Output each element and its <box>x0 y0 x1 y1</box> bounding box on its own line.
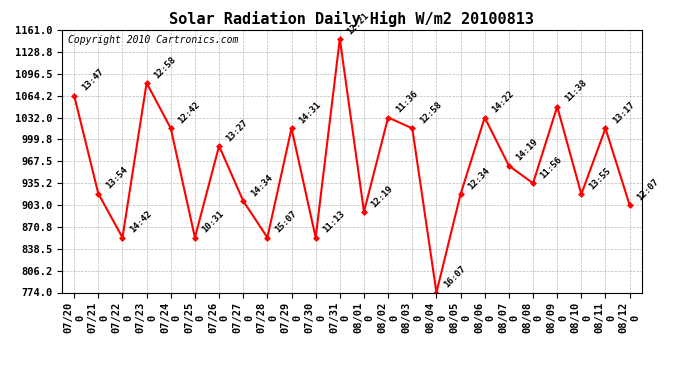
Title: Solar Radiation Daily High W/m2 20100813: Solar Radiation Daily High W/m2 20100813 <box>170 12 534 27</box>
Text: 11:36: 11:36 <box>394 89 419 115</box>
Text: 15:07: 15:07 <box>273 209 298 235</box>
Text: 11:13: 11:13 <box>322 209 346 235</box>
Text: Copyright 2010 Cartronics.com: Copyright 2010 Cartronics.com <box>68 35 238 45</box>
Text: 14:34: 14:34 <box>249 173 274 198</box>
Text: 11:56: 11:56 <box>539 155 564 180</box>
Text: 11:38: 11:38 <box>563 78 588 104</box>
Text: 12:19: 12:19 <box>370 184 395 209</box>
Text: 14:22: 14:22 <box>491 89 515 115</box>
Text: 12:34: 12:34 <box>466 166 491 191</box>
Text: 14:19: 14:19 <box>515 138 540 163</box>
Text: 13:17: 13:17 <box>611 100 636 126</box>
Text: 13:47: 13:47 <box>80 68 105 93</box>
Text: 12:07: 12:07 <box>635 177 660 202</box>
Text: 12:58: 12:58 <box>418 100 443 126</box>
Text: 12:42: 12:42 <box>177 100 201 126</box>
Text: 13:54: 13:54 <box>104 165 129 191</box>
Text: 12:58: 12:58 <box>152 55 177 80</box>
Text: 13:55: 13:55 <box>587 166 612 191</box>
Text: 14:42: 14:42 <box>128 209 153 235</box>
Text: 14:31: 14:31 <box>297 100 322 126</box>
Text: 10:31: 10:31 <box>201 209 226 235</box>
Text: 13:27: 13:27 <box>225 118 250 143</box>
Text: 12:21: 12:21 <box>346 10 371 36</box>
Text: 16:07: 16:07 <box>442 264 467 290</box>
